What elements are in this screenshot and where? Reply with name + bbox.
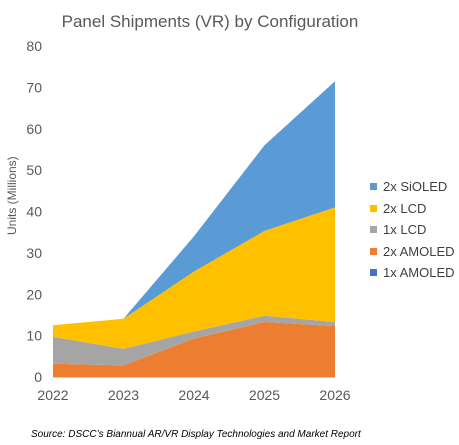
legend-label: 1x AMOLED xyxy=(383,265,455,281)
area-1x-lcd xyxy=(53,315,335,366)
legend-swatch xyxy=(370,269,377,277)
legend-item: 2x AMOLED xyxy=(370,241,455,263)
legend-item: 2x LCD xyxy=(370,198,455,220)
legend-item: 2x SiOLED xyxy=(370,176,455,198)
y-tick-label: 30 xyxy=(26,245,42,261)
legend-item: 1x LCD xyxy=(370,219,455,241)
legend-label: 1x LCD xyxy=(383,222,427,238)
x-tick-label: 2022 xyxy=(37,387,68,403)
y-tick-label: 20 xyxy=(26,286,42,302)
x-tick-label: 2024 xyxy=(178,387,209,403)
y-tick-label: 70 xyxy=(26,79,42,95)
legend-swatch xyxy=(370,204,377,212)
x-tick-label: 2023 xyxy=(108,387,139,403)
y-tick-label: 10 xyxy=(26,328,42,344)
y-tick-label: 80 xyxy=(26,38,42,54)
legend-item: 1x AMOLED xyxy=(370,262,455,284)
area-2x-sioled xyxy=(53,81,335,326)
legend-label: 2x SiOLED xyxy=(383,179,448,195)
y-tick-label: 60 xyxy=(26,121,42,137)
legend-swatch xyxy=(370,183,377,191)
legend-swatch xyxy=(370,247,377,255)
y-tick-label: 40 xyxy=(26,204,42,220)
legend: 2x SiOLED 2x LCD 1x LCD 2x AMOLED 1x AMOLED xyxy=(370,176,455,284)
y-tick-label: 0 xyxy=(34,369,42,385)
area-2x-lcd xyxy=(53,207,335,349)
legend-label: 2x AMOLED xyxy=(383,243,455,259)
chart-title: Panel Shipments (VR) by Configuration xyxy=(61,12,359,31)
legend-swatch xyxy=(370,226,377,234)
legend-label: 2x LCD xyxy=(383,200,427,216)
y-tick-label: 50 xyxy=(26,162,42,178)
x-tick-label: 2026 xyxy=(319,387,350,403)
source-note: Source: DSCC’s Biannual AR/VR Display Te… xyxy=(31,429,361,440)
x-tick-label: 2025 xyxy=(249,387,280,403)
area-2x-amoled xyxy=(53,322,335,377)
